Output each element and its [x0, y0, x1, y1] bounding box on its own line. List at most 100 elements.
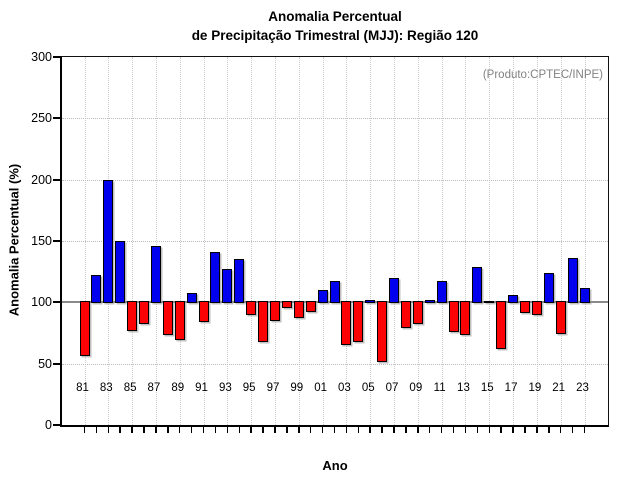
- x-tick-2006: [381, 427, 383, 433]
- y-tick-label-0: 0: [45, 418, 52, 432]
- x-tick-label-1995: 95: [242, 382, 256, 394]
- y-tick-label-300: 300: [31, 50, 52, 64]
- x-tick-2000: [309, 427, 312, 433]
- x-tick-1995: [250, 427, 252, 433]
- bar-1989: [174, 301, 185, 341]
- bar-1985: [127, 301, 138, 331]
- x-tick-2014: [476, 427, 479, 433]
- x-tick-1985: [131, 427, 133, 433]
- plot-area: (Produto:CPTEC/INPE) 0 50 100 150 200 250 300: [31, 50, 609, 433]
- bar-1998: [281, 301, 292, 309]
- bar-2005: [365, 299, 376, 304]
- x-tick-label-1981: 81: [76, 382, 89, 394]
- x-tick-label-1983: 83: [99, 382, 113, 394]
- bar-2010: [424, 299, 435, 304]
- x-tick-label-1985: 85: [123, 382, 137, 394]
- x-tick-label-2021: 21: [552, 382, 566, 394]
- x-tick-1990: [190, 427, 193, 433]
- x-tick-1999: [298, 427, 300, 433]
- x-tick-label-2009: 09: [409, 382, 423, 394]
- bar-1993: [222, 269, 233, 304]
- bar-2004: [353, 301, 364, 342]
- x-tick-2012: [452, 427, 455, 433]
- x-tick-2018: [524, 427, 526, 433]
- x-tick-1986: [143, 427, 145, 433]
- x-tick-label-2015: 15: [480, 382, 494, 394]
- x-tick-2015: [488, 427, 491, 433]
- x-tick-label-2003: 03: [338, 382, 351, 394]
- y-tick-50: [53, 362, 61, 365]
- bar-2011: [436, 281, 447, 304]
- x-tick-1993: [226, 427, 229, 433]
- bar-2000: [305, 301, 316, 313]
- x-tick-2023: [583, 427, 586, 433]
- x-tick-2010: [428, 427, 431, 433]
- x-tick-2019: [536, 427, 538, 433]
- grid-hline-250: [62, 118, 608, 120]
- bar-2016: [496, 301, 507, 349]
- bar-1997: [269, 301, 280, 321]
- x-tick-1989: [178, 427, 181, 433]
- bar-2013: [460, 301, 471, 336]
- chart-title-line2: de Precipitação Trimestral (MJJ): Região…: [191, 28, 479, 43]
- bar-2023: [579, 287, 590, 304]
- bar-2002: [329, 281, 340, 304]
- x-tick-label-2011: 11: [433, 382, 446, 394]
- y-tick-label-50: 50: [38, 356, 52, 371]
- bar-1984: [115, 241, 126, 304]
- grid-hline-150: [62, 241, 608, 242]
- x-tick-2001: [321, 427, 324, 433]
- x-tick-label-1991: 91: [195, 382, 208, 394]
- y-tick-label-100: 100: [31, 295, 52, 310]
- bar-1981: [79, 301, 90, 357]
- bar-2018: [519, 301, 530, 314]
- bar-2019: [531, 301, 542, 315]
- x-tick-1983: [107, 427, 110, 433]
- x-tick-label-1997: 97: [266, 382, 280, 394]
- y-tick-label-150: 150: [31, 234, 52, 248]
- x-tick-2013: [464, 427, 467, 433]
- x-axis-label: Ano: [322, 458, 348, 473]
- x-tick-label-2013: 13: [457, 382, 470, 394]
- x-tick-label-2017: 17: [504, 382, 518, 394]
- x-tick-2002: [333, 427, 336, 433]
- x-tick-label-2007: 07: [385, 382, 399, 394]
- x-tick-1997: [274, 427, 276, 433]
- x-tick-1988: [167, 427, 169, 433]
- bar-2012: [448, 301, 459, 332]
- source-annotation: (Produto:CPTEC/INPE): [482, 69, 603, 81]
- bar-1992: [210, 252, 221, 304]
- x-tick-1994: [238, 427, 240, 433]
- bar-2020: [543, 272, 554, 304]
- y-tick-0: [53, 424, 61, 426]
- x-tick-2007: [393, 427, 395, 433]
- bar-2009: [412, 301, 423, 325]
- chart-title-line1: Anomalia Percentual: [268, 9, 402, 24]
- bar-1982: [91, 275, 102, 304]
- x-tick-2005: [369, 427, 371, 433]
- bar-2008: [400, 301, 411, 329]
- x-tick-1987: [155, 427, 157, 433]
- y-tick-200: [53, 178, 61, 181]
- bar-1986: [139, 301, 150, 325]
- x-tick-label-2001: 01: [314, 382, 327, 394]
- bar-1983: [103, 179, 114, 304]
- x-tick-1991: [202, 427, 205, 433]
- x-tick-2020: [548, 427, 550, 433]
- bar-2015: [484, 301, 495, 304]
- bar-1987: [150, 245, 161, 304]
- x-tick-label-1987: 87: [147, 382, 161, 394]
- x-tick-1984: [119, 427, 121, 433]
- bar-2003: [341, 301, 352, 346]
- x-tick-label-2019: 19: [528, 382, 542, 394]
- x-tick-2003: [345, 427, 348, 433]
- bar-1991: [198, 301, 209, 322]
- bar-2017: [508, 294, 519, 304]
- x-tick-2021: [559, 427, 562, 433]
- x-tick-2008: [405, 427, 407, 433]
- x-tick-label-2005: 05: [361, 382, 375, 394]
- x-tick-1982: [95, 427, 98, 433]
- bar-2006: [377, 301, 388, 363]
- x-tick-2022: [571, 427, 574, 433]
- bar-2021: [555, 301, 566, 335]
